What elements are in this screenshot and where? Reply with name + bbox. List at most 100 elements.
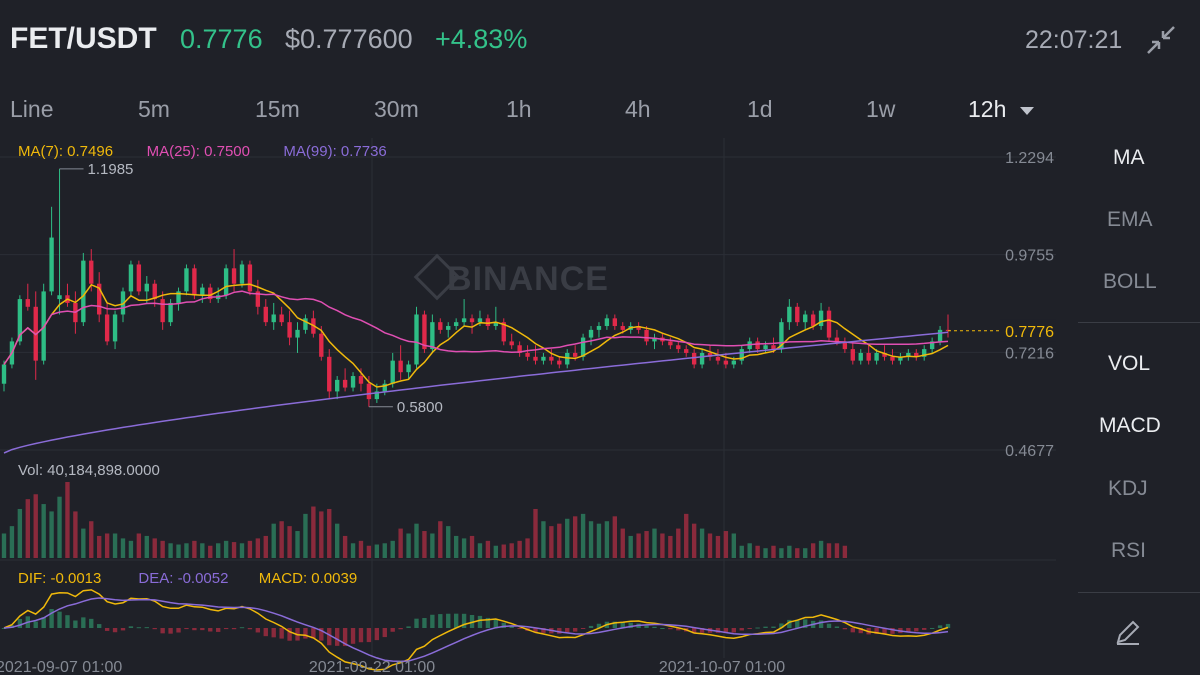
- volume-bar: [231, 542, 237, 558]
- candle: [382, 383, 387, 392]
- macd-bar: [57, 611, 62, 628]
- pencil-icon[interactable]: [1114, 618, 1142, 646]
- candle: [644, 329, 649, 342]
- volume-bar: [676, 528, 681, 558]
- candle: [715, 356, 721, 361]
- macd-bar: [858, 628, 863, 634]
- volume-bar: [826, 543, 832, 558]
- volume-bar: [620, 528, 625, 558]
- candle: [231, 268, 237, 284]
- macd-bar: [509, 625, 514, 628]
- candle: [906, 352, 911, 357]
- candle: [826, 310, 832, 338]
- macd-bar: [144, 627, 149, 629]
- volume-bar: [17, 508, 23, 558]
- candle: [834, 337, 840, 342]
- macd-bar: [271, 628, 276, 638]
- indicator-ma[interactable]: MA: [1113, 146, 1145, 169]
- macd-bar: [874, 628, 879, 634]
- candle: [469, 318, 475, 323]
- volume-bar: [97, 535, 102, 558]
- macd-bar: [438, 614, 443, 628]
- macd-bar: [41, 617, 46, 628]
- macd-bar: [49, 609, 54, 628]
- tab-1d[interactable]: 1d: [747, 96, 773, 123]
- volume-bar: [239, 543, 245, 558]
- macd-bar: [739, 628, 744, 631]
- macd-legend: DEA: -0.0052: [138, 570, 228, 587]
- indicator-rsi[interactable]: RSI: [1111, 539, 1147, 562]
- candle: [112, 314, 118, 342]
- macd-bar: [461, 613, 467, 628]
- macd-bar: [303, 628, 308, 639]
- macd-bar: [826, 623, 832, 628]
- time-axis-label: 2021-09-22 01:00: [309, 659, 435, 675]
- macd-bar: [929, 627, 935, 629]
- tab-1h[interactable]: 1h: [506, 96, 532, 123]
- macd-bar: [612, 621, 618, 628]
- tab-15m[interactable]: 15m: [255, 96, 300, 123]
- macd-bar: [200, 628, 205, 631]
- volume-bar: [271, 523, 276, 558]
- indicator-macd[interactable]: MACD: [1099, 414, 1161, 437]
- volume-bar: [255, 538, 261, 558]
- tab-line[interactable]: Line: [10, 96, 53, 123]
- macd-bar: [152, 628, 157, 630]
- candle: [620, 326, 625, 330]
- tab-label: 1w: [866, 96, 896, 122]
- volume-bar: [279, 521, 284, 558]
- volume-bar: [453, 535, 459, 558]
- candle: [803, 314, 808, 323]
- volume-bar: [128, 540, 134, 558]
- candle: [739, 349, 744, 361]
- volume-bar: [810, 543, 816, 558]
- tab-30m[interactable]: 30m: [374, 96, 419, 123]
- candle: [810, 314, 816, 327]
- candle: [485, 318, 491, 327]
- chevron-down-icon[interactable]: [1020, 106, 1035, 115]
- indicator-ema[interactable]: EMA: [1107, 208, 1153, 231]
- usd-price: $0.777600: [285, 24, 413, 54]
- indicator-kdj[interactable]: KDJ: [1108, 477, 1148, 500]
- macd-bar: [541, 628, 546, 633]
- macd-bar: [104, 628, 110, 631]
- price-tick: 1.2294: [1005, 150, 1054, 167]
- candlestick-chart[interactable]: BINANCE 1.2294 0.9755 0.7216 0.4677 0.7776 1.1…: [0, 138, 1060, 675]
- macd-bar: [216, 628, 221, 632]
- volume-bar: [311, 506, 316, 558]
- candle: [17, 299, 23, 342]
- macd-bar: [914, 628, 919, 632]
- indicator-vol[interactable]: VOL: [1108, 352, 1151, 375]
- volume-bar: [660, 533, 665, 558]
- volume-bar: [604, 521, 610, 558]
- volume-bar: [668, 535, 673, 558]
- tab-4h[interactable]: 4h: [625, 96, 651, 123]
- volume-bar: [176, 544, 181, 558]
- tab-1w[interactable]: 1w: [866, 96, 895, 123]
- ma-legend: MA(25): 0.7500: [147, 143, 250, 160]
- ticker-header: FET/USDT 0.7776 $0.777600 +4.83% 22:07:2…: [0, 0, 1200, 82]
- volume-bar: [342, 535, 348, 558]
- candle: [160, 299, 165, 323]
- volume-bar: [366, 545, 372, 558]
- collapse-arrows-icon[interactable]: [1146, 25, 1176, 55]
- indicator-boll[interactable]: BOLL: [1103, 270, 1157, 293]
- ma99-line: [3, 331, 949, 454]
- candle: [501, 322, 506, 342]
- candle: [604, 318, 610, 327]
- tab-12h[interactable]: 12h: [968, 96, 1035, 123]
- volume-bar: [723, 531, 729, 558]
- volume-bar: [350, 543, 356, 558]
- volume-bar: [699, 528, 705, 558]
- candle: [453, 322, 459, 327]
- macd-bar: [644, 625, 649, 628]
- volume-bar: [192, 540, 197, 558]
- pair-title[interactable]: FET/USDT: [10, 22, 157, 55]
- time-axis-label: 2021-09-07 01:00: [0, 659, 122, 675]
- candle: [57, 295, 62, 300]
- macd-bar: [65, 615, 70, 628]
- macd-bar: [319, 628, 324, 641]
- macd-bar: [176, 628, 181, 633]
- tab-5m[interactable]: 5m: [138, 96, 170, 123]
- candle: [25, 299, 30, 307]
